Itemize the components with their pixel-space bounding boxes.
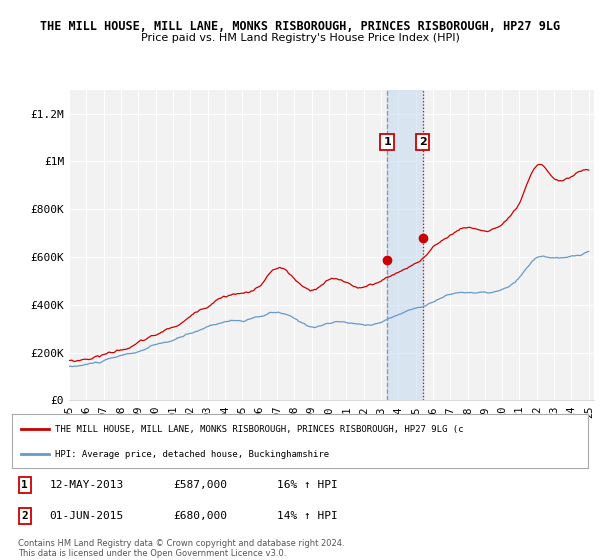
Text: THE MILL HOUSE, MILL LANE, MONKS RISBOROUGH, PRINCES RISBOROUGH, HP27 9LG: THE MILL HOUSE, MILL LANE, MONKS RISBORO… xyxy=(40,20,560,34)
Text: £587,000: £587,000 xyxy=(173,480,227,490)
Text: 1: 1 xyxy=(21,480,28,490)
Bar xyxy=(387,90,423,400)
Text: 12-MAY-2013: 12-MAY-2013 xyxy=(49,480,124,490)
Text: 2: 2 xyxy=(419,137,427,147)
Text: 1: 1 xyxy=(383,137,391,147)
Text: THE MILL HOUSE, MILL LANE, MONKS RISBOROUGH, PRINCES RISBOROUGH, HP27 9LG (c: THE MILL HOUSE, MILL LANE, MONKS RISBORO… xyxy=(55,425,464,434)
Text: £680,000: £680,000 xyxy=(173,511,227,521)
Text: 14% ↑ HPI: 14% ↑ HPI xyxy=(277,511,338,521)
Text: 16% ↑ HPI: 16% ↑ HPI xyxy=(277,480,338,490)
Text: Contains HM Land Registry data © Crown copyright and database right 2024.
This d: Contains HM Land Registry data © Crown c… xyxy=(18,539,344,558)
Text: 2: 2 xyxy=(21,511,28,521)
Text: Price paid vs. HM Land Registry's House Price Index (HPI): Price paid vs. HM Land Registry's House … xyxy=(140,33,460,43)
Text: HPI: Average price, detached house, Buckinghamshire: HPI: Average price, detached house, Buck… xyxy=(55,450,329,459)
Text: 01-JUN-2015: 01-JUN-2015 xyxy=(49,511,124,521)
